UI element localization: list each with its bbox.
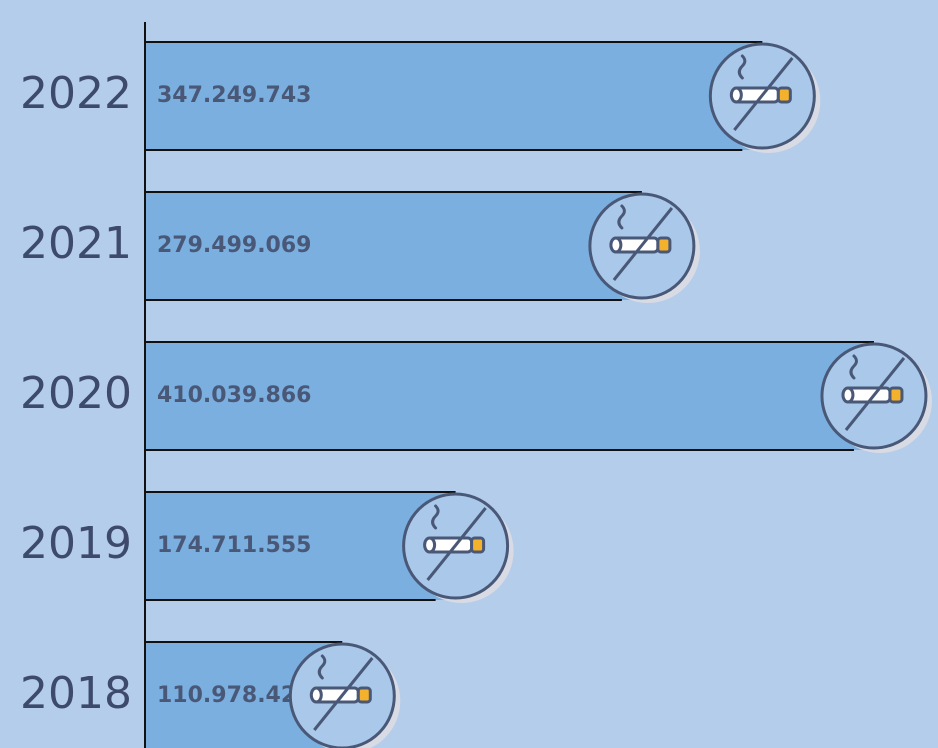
year-label: 2022 <box>20 68 132 119</box>
cigarette-end <box>609 236 623 254</box>
slash <box>612 207 674 281</box>
no-smoking-icon <box>820 342 932 453</box>
year-label: 2019 <box>20 518 132 569</box>
cigarette-tip <box>470 536 486 554</box>
smoke <box>737 54 747 80</box>
year-label: 2021 <box>20 218 132 269</box>
value-label: 410.039.866 <box>157 383 311 408</box>
no-smoking-icon <box>402 492 514 603</box>
bar <box>145 342 874 450</box>
slash <box>426 507 487 581</box>
bar <box>145 42 763 150</box>
value-label: 110.978.429 <box>157 683 311 708</box>
cigarette-end <box>841 386 855 404</box>
smoke <box>431 504 440 530</box>
year-label: 2020 <box>20 368 132 419</box>
bar <box>145 192 642 300</box>
smoke <box>617 204 626 230</box>
cigarette-end <box>729 86 743 104</box>
cigarette-tip <box>656 236 672 254</box>
cigarette-tip <box>888 386 904 404</box>
no-smoking-icon <box>588 192 700 303</box>
cigarette-tip <box>356 686 372 704</box>
no-smoking-icon <box>288 642 401 748</box>
cigarette-end <box>309 686 323 704</box>
value-label: 174.711.555 <box>157 533 311 558</box>
cigarette-tip <box>776 86 792 104</box>
slash <box>844 357 906 431</box>
smoke <box>849 354 858 380</box>
year-label: 2018 <box>20 668 132 719</box>
smoke <box>317 654 327 680</box>
no-smoking-icon <box>708 42 821 153</box>
cigarette-end <box>423 536 437 554</box>
slash <box>313 657 374 731</box>
value-label: 347.249.743 <box>157 83 311 108</box>
slash <box>733 57 794 131</box>
value-label: 279.499.069 <box>157 233 311 258</box>
